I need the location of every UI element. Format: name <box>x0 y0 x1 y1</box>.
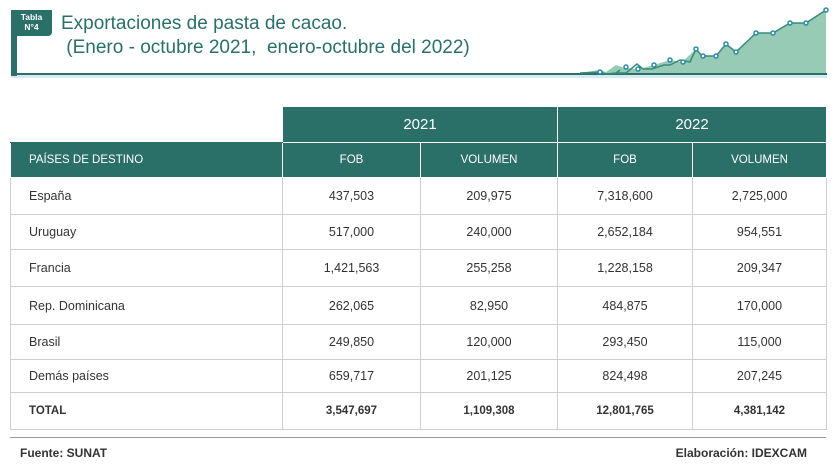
value-cell: 207,245 <box>692 359 827 393</box>
value-cell: 1,421,563 <box>282 249 421 287</box>
total-label: TOTAL <box>10 392 283 430</box>
value-cell: 82,950 <box>420 286 558 325</box>
table-row: Brasil 249,850 120,000 293,450 115,000 <box>10 324 827 360</box>
country-cell: Rep. Dominicana <box>10 286 283 325</box>
column-header: VOLUMEN <box>692 142 827 178</box>
country-cell: Demás países <box>10 359 283 393</box>
value-cell: 2,725,000 <box>692 177 827 215</box>
column-header: PAÍSES DE DESTINO <box>10 142 283 178</box>
column-header: FOB <box>282 142 421 178</box>
year-header: 2022 <box>557 106 827 143</box>
empty-corner <box>10 106 283 143</box>
total-cell: 1,109,308 <box>420 392 558 430</box>
value-cell: 437,503 <box>282 177 421 215</box>
table-row: Uruguay 517,000 240,000 2,652,184 954,551 <box>10 214 827 250</box>
country-cell: Francia <box>10 249 283 287</box>
title-bar <box>11 10 17 76</box>
table-row: Demás países 659,717 201,125 824,498 207,245 <box>10 359 827 393</box>
title-line-2: (Enero - octubre 2021, enero-octubre del… <box>61 37 470 58</box>
value-cell: 484,875 <box>557 286 693 325</box>
year-header: 2021 <box>282 106 558 143</box>
exports-table: 2021 2022 PAÍSES DE DESTINO FOB VOLUMEN … <box>10 106 827 430</box>
table-row: Francia 1,421,563 255,258 1,228,158 209,347 <box>10 249 827 287</box>
credit-note: Elaboración: IDEXCAM <box>675 446 807 460</box>
value-cell: 249,850 <box>282 324 421 360</box>
column-header: VOLUMEN <box>420 142 558 178</box>
value-cell: 255,258 <box>420 249 558 287</box>
badge-label: Tabla <box>20 12 43 22</box>
value-cell: 262,065 <box>282 286 421 325</box>
total-cell: 3,547,697 <box>282 392 421 430</box>
table-row: Rep. Dominicana 262,065 82,950 484,875 170,0… <box>10 286 827 325</box>
total-row: TOTAL 3,547,697 1,109,308 12,801,765 4,381,1… <box>10 392 827 430</box>
header: Tabla N°4 Exportaciones de pasta de cacao… <box>0 0 835 85</box>
badge-number: N°4 <box>24 22 39 32</box>
value-cell: 824,498 <box>557 359 693 393</box>
value-cell: 293,450 <box>557 324 693 360</box>
title-line-1: Exportaciones de pasta de cacao. <box>61 13 348 34</box>
country-cell: Brasil <box>10 324 283 360</box>
value-cell: 115,000 <box>692 324 827 360</box>
value-cell: 517,000 <box>282 214 421 250</box>
value-cell: 120,000 <box>420 324 558 360</box>
value-cell: 954,551 <box>692 214 827 250</box>
value-cell: 209,975 <box>420 177 558 215</box>
value-cell: 240,000 <box>420 214 558 250</box>
total-cell: 4,381,142 <box>692 392 827 430</box>
footer-divider <box>10 437 826 438</box>
value-cell: 201,125 <box>420 359 558 393</box>
value-cell: 7,318,600 <box>557 177 693 215</box>
value-cell: 1,228,158 <box>557 249 693 287</box>
value-cell: 209,347 <box>692 249 827 287</box>
total-cell: 12,801,765 <box>557 392 693 430</box>
value-cell: 659,717 <box>282 359 421 393</box>
source-note: Fuente: SUNAT <box>20 446 108 460</box>
page-title: Exportaciones de pasta de cacao. (Enero … <box>61 12 470 60</box>
value-cell: 170,000 <box>692 286 827 325</box>
value-cell: 2,652,184 <box>557 214 693 250</box>
country-cell: España <box>10 177 283 215</box>
table-row: España 437,503 209,975 7,318,600 2,725,000 <box>10 177 827 215</box>
table-number-badge: Tabla N°4 <box>11 10 52 36</box>
column-header: FOB <box>557 142 693 178</box>
decorative-sparkline <box>11 7 829 78</box>
country-cell: Uruguay <box>10 214 283 250</box>
